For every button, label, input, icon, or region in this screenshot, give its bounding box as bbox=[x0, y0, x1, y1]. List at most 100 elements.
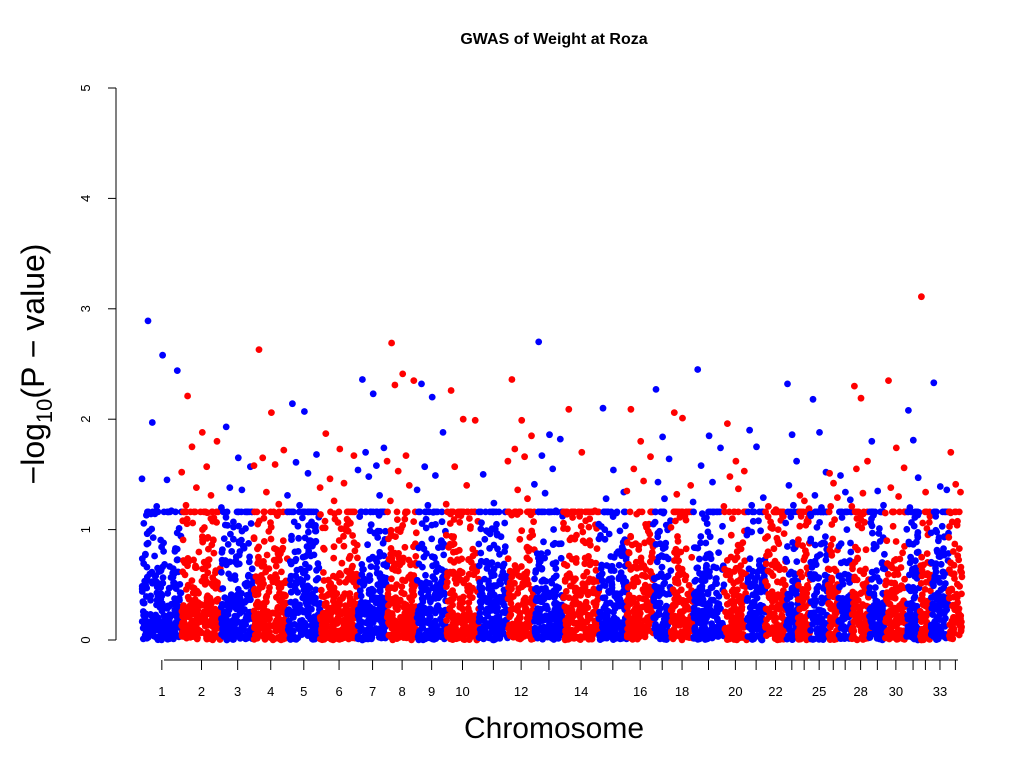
snp-point bbox=[673, 547, 681, 555]
snp-point bbox=[291, 548, 299, 556]
snp-point-peak bbox=[143, 511, 150, 519]
snp-point bbox=[781, 565, 788, 573]
snp-point bbox=[686, 621, 694, 628]
snp-point bbox=[681, 576, 689, 584]
snp-point bbox=[627, 566, 635, 573]
snp-point bbox=[428, 535, 436, 543]
snp-point bbox=[340, 532, 347, 540]
snp-point bbox=[267, 634, 274, 641]
snp-point bbox=[439, 543, 446, 551]
snp-point-peak bbox=[284, 492, 291, 499]
snp-point bbox=[667, 567, 675, 574]
snp-point bbox=[691, 577, 699, 585]
snp-point bbox=[851, 635, 859, 642]
snp-point bbox=[638, 508, 646, 516]
snp-point bbox=[535, 508, 542, 516]
data-points bbox=[138, 293, 966, 644]
snp-point bbox=[545, 628, 553, 636]
snp-point bbox=[847, 548, 855, 556]
snp-point bbox=[720, 581, 728, 589]
snp-point bbox=[535, 561, 543, 569]
snp-point-peak bbox=[424, 501, 432, 509]
snp-point-peak bbox=[182, 501, 190, 509]
snp-point bbox=[452, 548, 460, 555]
snp-point bbox=[304, 604, 312, 612]
y-tick-label: 1 bbox=[78, 526, 93, 533]
snp-point bbox=[821, 571, 829, 579]
snp-point bbox=[783, 595, 791, 603]
snp-point bbox=[465, 599, 473, 606]
snp-point bbox=[144, 539, 152, 547]
snp-point bbox=[503, 606, 510, 614]
snp-point bbox=[506, 621, 513, 629]
snp-point bbox=[311, 634, 318, 642]
snp-point bbox=[337, 610, 345, 618]
snp-point bbox=[804, 584, 812, 592]
snp-point bbox=[639, 595, 647, 603]
snp-point bbox=[412, 553, 420, 560]
snp-point-peak bbox=[280, 446, 288, 454]
snp-point bbox=[224, 598, 232, 605]
snp-point bbox=[536, 605, 544, 613]
snp-point bbox=[196, 627, 204, 635]
snp-point bbox=[256, 583, 264, 590]
snp-point bbox=[837, 624, 845, 632]
snp-point-peak bbox=[569, 514, 576, 521]
snp-point bbox=[478, 519, 485, 527]
snp-point bbox=[704, 590, 712, 598]
snp-point bbox=[828, 583, 836, 591]
snp-point bbox=[343, 602, 351, 610]
snp-point bbox=[757, 617, 765, 625]
snp-point bbox=[438, 537, 445, 544]
snp-point bbox=[499, 628, 507, 636]
snp-point bbox=[486, 634, 494, 642]
snp-point bbox=[477, 604, 485, 611]
snp-point bbox=[646, 530, 654, 538]
snp-point bbox=[636, 609, 644, 617]
snp-point bbox=[455, 557, 463, 564]
snp-point bbox=[218, 620, 226, 628]
snp-point bbox=[797, 625, 804, 632]
snp-point bbox=[671, 557, 678, 564]
snp-point bbox=[231, 612, 239, 620]
snp-point bbox=[272, 627, 280, 635]
snp-point bbox=[697, 539, 704, 547]
snp-point bbox=[394, 516, 401, 523]
snp-point bbox=[762, 560, 770, 568]
snp-point bbox=[260, 562, 268, 570]
snp-point-peak bbox=[838, 514, 846, 521]
snp-point bbox=[530, 518, 537, 526]
snp-point bbox=[572, 575, 579, 583]
snp-point bbox=[685, 508, 692, 516]
snp-point bbox=[662, 610, 670, 617]
snp-point bbox=[669, 586, 677, 593]
snp-point bbox=[225, 622, 233, 629]
snp-point bbox=[714, 633, 722, 640]
snp-point-peak bbox=[868, 437, 876, 445]
snp-point bbox=[815, 628, 823, 636]
snp-point-peak bbox=[203, 463, 211, 471]
snp-point bbox=[433, 581, 441, 589]
snp-point bbox=[630, 607, 638, 615]
snp-point-peak bbox=[301, 408, 308, 415]
snp-point bbox=[771, 617, 778, 625]
snp-point bbox=[826, 600, 834, 607]
snp-point bbox=[301, 567, 309, 575]
y-axis-title: −log10(P − value) bbox=[15, 244, 57, 485]
snp-point-peak bbox=[782, 519, 790, 527]
snp-point bbox=[321, 517, 329, 525]
snp-point bbox=[223, 636, 231, 644]
snp-point bbox=[367, 521, 375, 529]
snp-point bbox=[815, 634, 822, 641]
snp-point bbox=[443, 578, 451, 586]
snp-point-peak bbox=[432, 472, 439, 479]
x-tick-label: 22 bbox=[768, 684, 782, 699]
x-tick-label: 2 bbox=[198, 684, 205, 699]
snp-point bbox=[320, 635, 328, 642]
snp-point bbox=[419, 563, 426, 571]
snp-point bbox=[703, 571, 710, 578]
snp-point-peak bbox=[753, 443, 760, 451]
snp-point bbox=[267, 574, 274, 581]
snp-point bbox=[149, 534, 157, 541]
snp-point-peak bbox=[697, 462, 705, 469]
